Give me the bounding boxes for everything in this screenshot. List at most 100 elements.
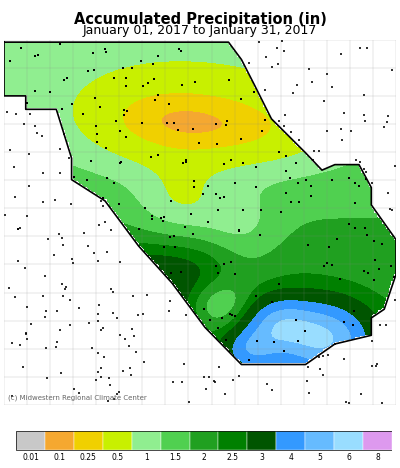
Point [376, 265, 382, 272]
Point [13, 110, 19, 118]
Point [251, 88, 258, 95]
Point [140, 311, 146, 318]
Point [191, 178, 197, 185]
Point [54, 338, 60, 346]
Point [114, 314, 120, 322]
Point [123, 74, 129, 81]
Point [253, 183, 259, 191]
Point [341, 356, 347, 363]
Point [304, 363, 311, 371]
Point [369, 363, 375, 370]
Point [190, 125, 196, 133]
Point [388, 262, 394, 269]
Point [346, 399, 352, 406]
Point [362, 117, 369, 124]
Point [320, 263, 327, 270]
Point [338, 125, 344, 132]
Point [276, 281, 282, 288]
Point [236, 227, 242, 235]
Point [295, 337, 302, 344]
Point [224, 117, 230, 124]
Point [135, 311, 141, 319]
Point [51, 251, 57, 259]
Point [324, 71, 330, 78]
Point [332, 341, 338, 348]
Point [199, 190, 206, 197]
Point [108, 226, 114, 234]
Point [118, 158, 124, 165]
Point [324, 128, 330, 135]
Point [289, 89, 296, 96]
Point [120, 106, 127, 114]
Point [283, 168, 289, 175]
Point [279, 37, 286, 45]
Point [120, 367, 126, 374]
Point [183, 156, 189, 163]
Point [236, 373, 242, 380]
Bar [45, 431, 74, 450]
Bar [334, 431, 363, 450]
Point [391, 274, 397, 281]
Point [17, 341, 24, 348]
Point [216, 195, 223, 202]
Text: 8: 8 [375, 453, 380, 462]
Point [140, 82, 146, 89]
Point [345, 174, 352, 182]
Point [96, 221, 102, 228]
Point [43, 344, 49, 352]
Point [160, 217, 166, 225]
Point [352, 199, 358, 207]
Point [89, 344, 95, 351]
Point [26, 182, 32, 189]
Text: 0.25: 0.25 [80, 453, 97, 462]
Point [98, 364, 105, 372]
Point [111, 395, 117, 403]
Point [207, 316, 214, 324]
Point [24, 212, 30, 219]
Point [155, 152, 162, 159]
Point [337, 276, 343, 283]
Point [60, 131, 67, 138]
Point [341, 318, 347, 326]
Bar [363, 431, 392, 450]
Point [353, 156, 360, 164]
Point [282, 153, 289, 160]
Point [372, 256, 378, 264]
Point [59, 105, 65, 113]
Point [269, 298, 275, 306]
Point [281, 47, 287, 54]
Point [326, 243, 332, 251]
Point [305, 389, 312, 397]
Point [1, 211, 8, 219]
Point [6, 284, 12, 291]
Point [252, 292, 259, 300]
Point [365, 269, 371, 276]
Bar [74, 431, 103, 450]
Point [258, 206, 264, 214]
Point [355, 182, 362, 190]
Point [42, 313, 48, 321]
Text: 3: 3 [260, 453, 264, 462]
Point [200, 305, 207, 313]
Point [149, 215, 156, 223]
Point [57, 327, 63, 334]
Point [106, 381, 113, 389]
Point [57, 146, 63, 153]
Point [151, 75, 157, 83]
Point [123, 133, 130, 141]
Point [6, 146, 13, 154]
Point [294, 81, 300, 88]
Point [149, 212, 156, 219]
Point [83, 176, 90, 183]
Point [44, 374, 50, 382]
Point [129, 64, 135, 71]
Point [182, 158, 189, 166]
Point [275, 61, 281, 68]
Bar [247, 431, 276, 450]
Point [296, 198, 303, 206]
Point [168, 197, 174, 205]
Point [40, 198, 46, 205]
Point [319, 371, 326, 379]
Point [136, 226, 142, 233]
Point [100, 195, 106, 202]
